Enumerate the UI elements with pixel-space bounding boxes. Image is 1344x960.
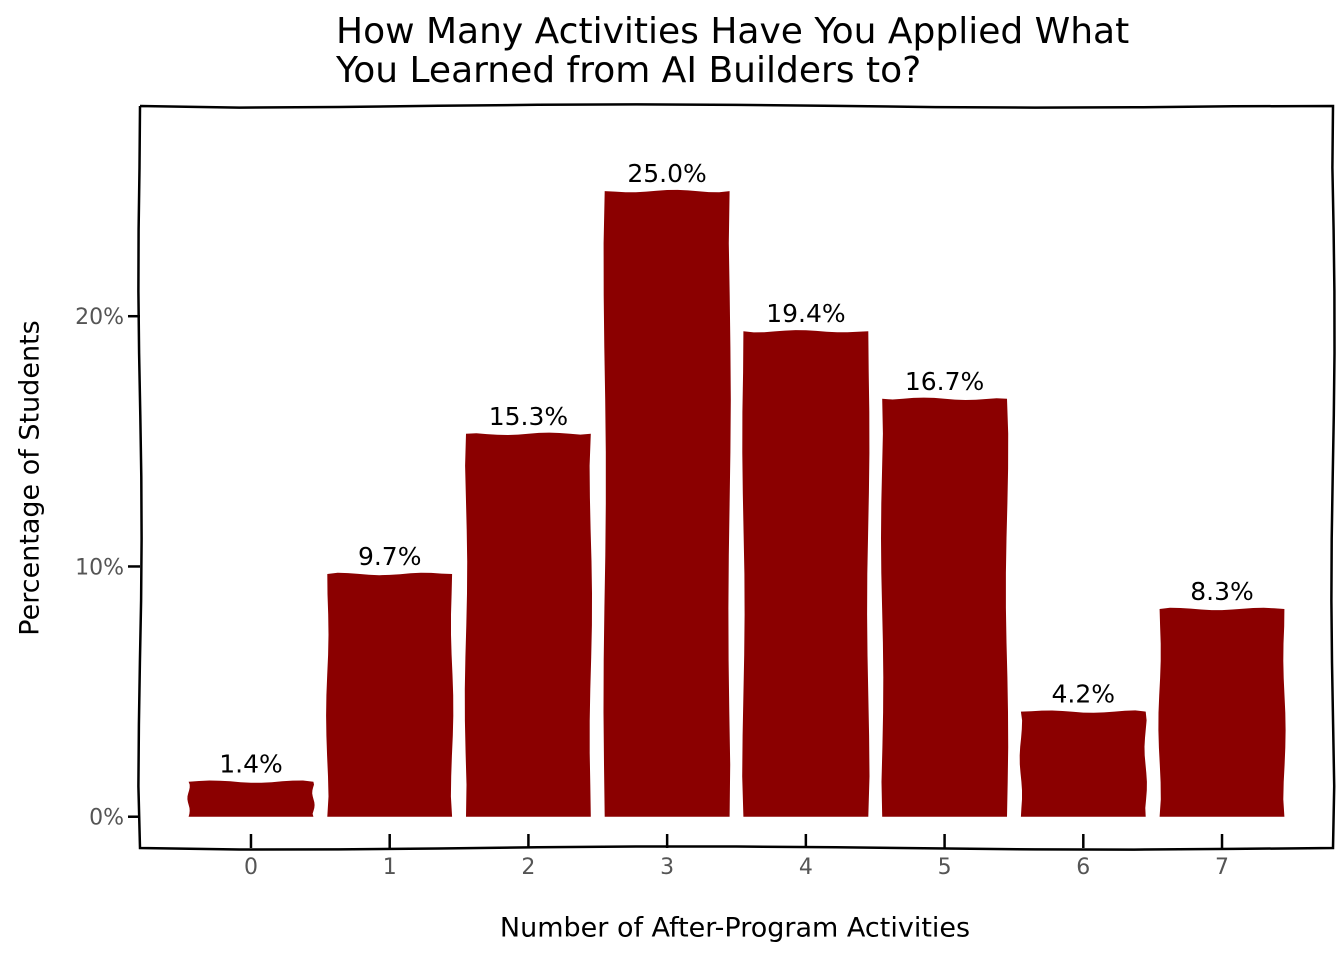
x-tick-label-7: 7: [1215, 855, 1229, 880]
chart-title-line-1: How Many Activities Have You Applied Wha…: [336, 11, 1130, 52]
bar-7: [1158, 607, 1286, 817]
bar-4: [742, 330, 870, 817]
y-tick-label-10: 10%: [75, 555, 124, 580]
y-tick-label-0: 0%: [89, 806, 124, 831]
y-ticks-group: 0% 10% 20%: [75, 305, 140, 831]
data-labels-group: 1.4% 9.7% 15.3% 25.0% 19.4% 16.7% 4.2% 8.3%: [219, 159, 1254, 779]
data-label-7: 8.3%: [1190, 577, 1254, 606]
y-axis-label: Percentage of Students: [14, 320, 46, 636]
x-tick-label-3: 3: [660, 855, 674, 880]
bar-0: [187, 780, 315, 817]
data-label-2: 15.3%: [489, 402, 568, 431]
plot-frame: [137, 103, 1336, 851]
bar-1: [326, 572, 454, 817]
x-axis-label: Number of After-Program Activities: [499, 912, 971, 944]
x-tick-label-5: 5: [938, 855, 952, 880]
x-tick-label-2: 2: [521, 855, 535, 880]
data-label-6: 4.2%: [1052, 680, 1116, 709]
y-tick-label-20: 20%: [75, 305, 124, 330]
x-tick-label-6: 6: [1076, 855, 1090, 880]
bar-5: [881, 397, 1009, 817]
data-label-5: 16.7%: [905, 367, 984, 396]
data-label-3: 25.0%: [627, 159, 706, 188]
x-tick-label-1: 1: [383, 855, 397, 880]
bar-6: [1019, 710, 1147, 817]
chart-title-line-2: You Learned from AI Builders to?: [336, 50, 922, 91]
data-label-0: 1.4%: [219, 750, 283, 779]
data-label-4: 19.4%: [766, 299, 845, 328]
x-tick-label-0: 0: [244, 855, 258, 880]
x-ticks-group: 0 1 2 3 4 5 6 7: [244, 834, 1229, 880]
data-label-1: 9.7%: [358, 542, 422, 571]
bar-2: [464, 432, 592, 817]
bar-3: [603, 189, 731, 817]
bars-group: [187, 189, 1286, 817]
x-tick-label-4: 4: [799, 855, 813, 880]
